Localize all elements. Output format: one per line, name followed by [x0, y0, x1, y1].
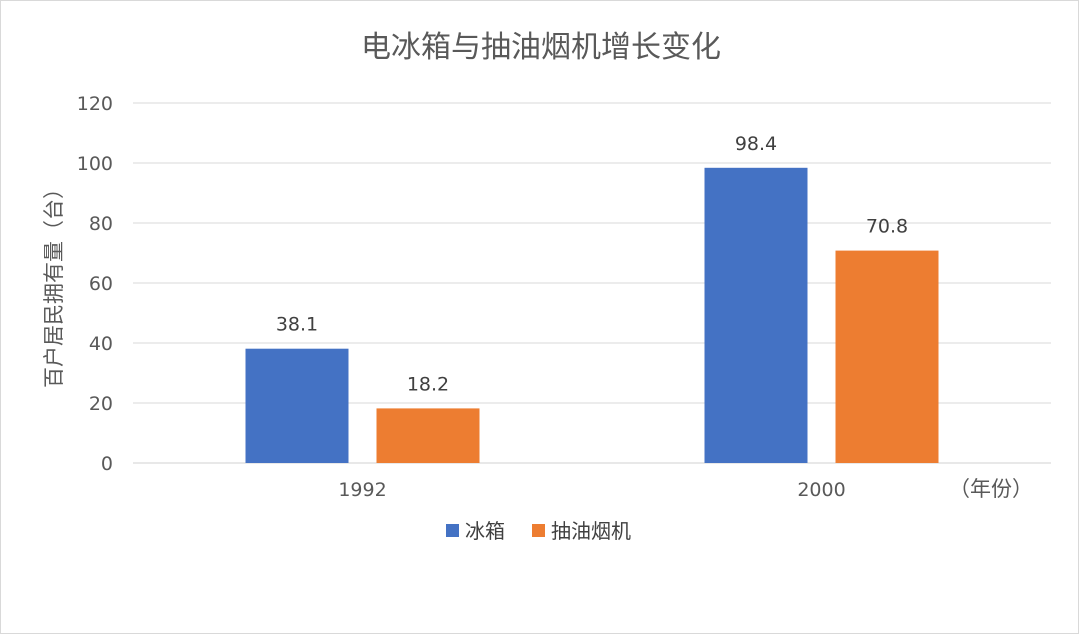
x-category-label: 2000 — [797, 479, 845, 501]
y-tick-label: 120 — [77, 93, 113, 115]
legend: 冰箱 抽油烟机 — [446, 519, 631, 543]
chart-title: 电冰箱与抽油烟机增长变化 — [361, 30, 721, 65]
data-labels: 38.1 18.2 98.4 70.8 — [276, 133, 908, 396]
legend-swatch-冰箱 — [446, 524, 459, 537]
bar-抽油烟机-2000 — [835, 250, 939, 463]
y-tick-label: 20 — [89, 393, 113, 415]
data-label: 18.2 — [407, 373, 449, 395]
y-tick-label: 100 — [77, 153, 113, 175]
data-label: 70.8 — [866, 216, 908, 238]
x-category-label: 1992 — [338, 479, 386, 501]
legend-label: 抽油烟机 — [551, 519, 631, 543]
legend-swatch-抽油烟机 — [532, 524, 545, 537]
bars — [245, 167, 939, 464]
bar-抽油烟机-1992 — [376, 408, 480, 463]
y-axis-ticks: 0 20 40 60 80 100 120 — [77, 93, 113, 475]
y-tick-label: 40 — [89, 333, 113, 355]
y-axis-title: 百户居民拥有量（台） — [42, 178, 66, 388]
x-axis-unit-label: （年份） — [949, 477, 1033, 501]
data-label: 38.1 — [276, 314, 318, 336]
data-label: 98.4 — [735, 133, 777, 155]
y-tick-label: 60 — [89, 273, 113, 295]
x-axis-categories: 1992 2000 — [338, 479, 845, 501]
y-tick-label: 80 — [89, 213, 113, 235]
legend-label: 冰箱 — [465, 519, 505, 543]
y-tick-label: 0 — [101, 453, 113, 475]
bar-冰箱-2000 — [704, 167, 808, 464]
bar-冰箱-1992 — [245, 348, 349, 463]
